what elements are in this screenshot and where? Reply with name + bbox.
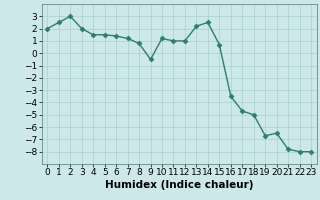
X-axis label: Humidex (Indice chaleur): Humidex (Indice chaleur) — [105, 180, 253, 190]
